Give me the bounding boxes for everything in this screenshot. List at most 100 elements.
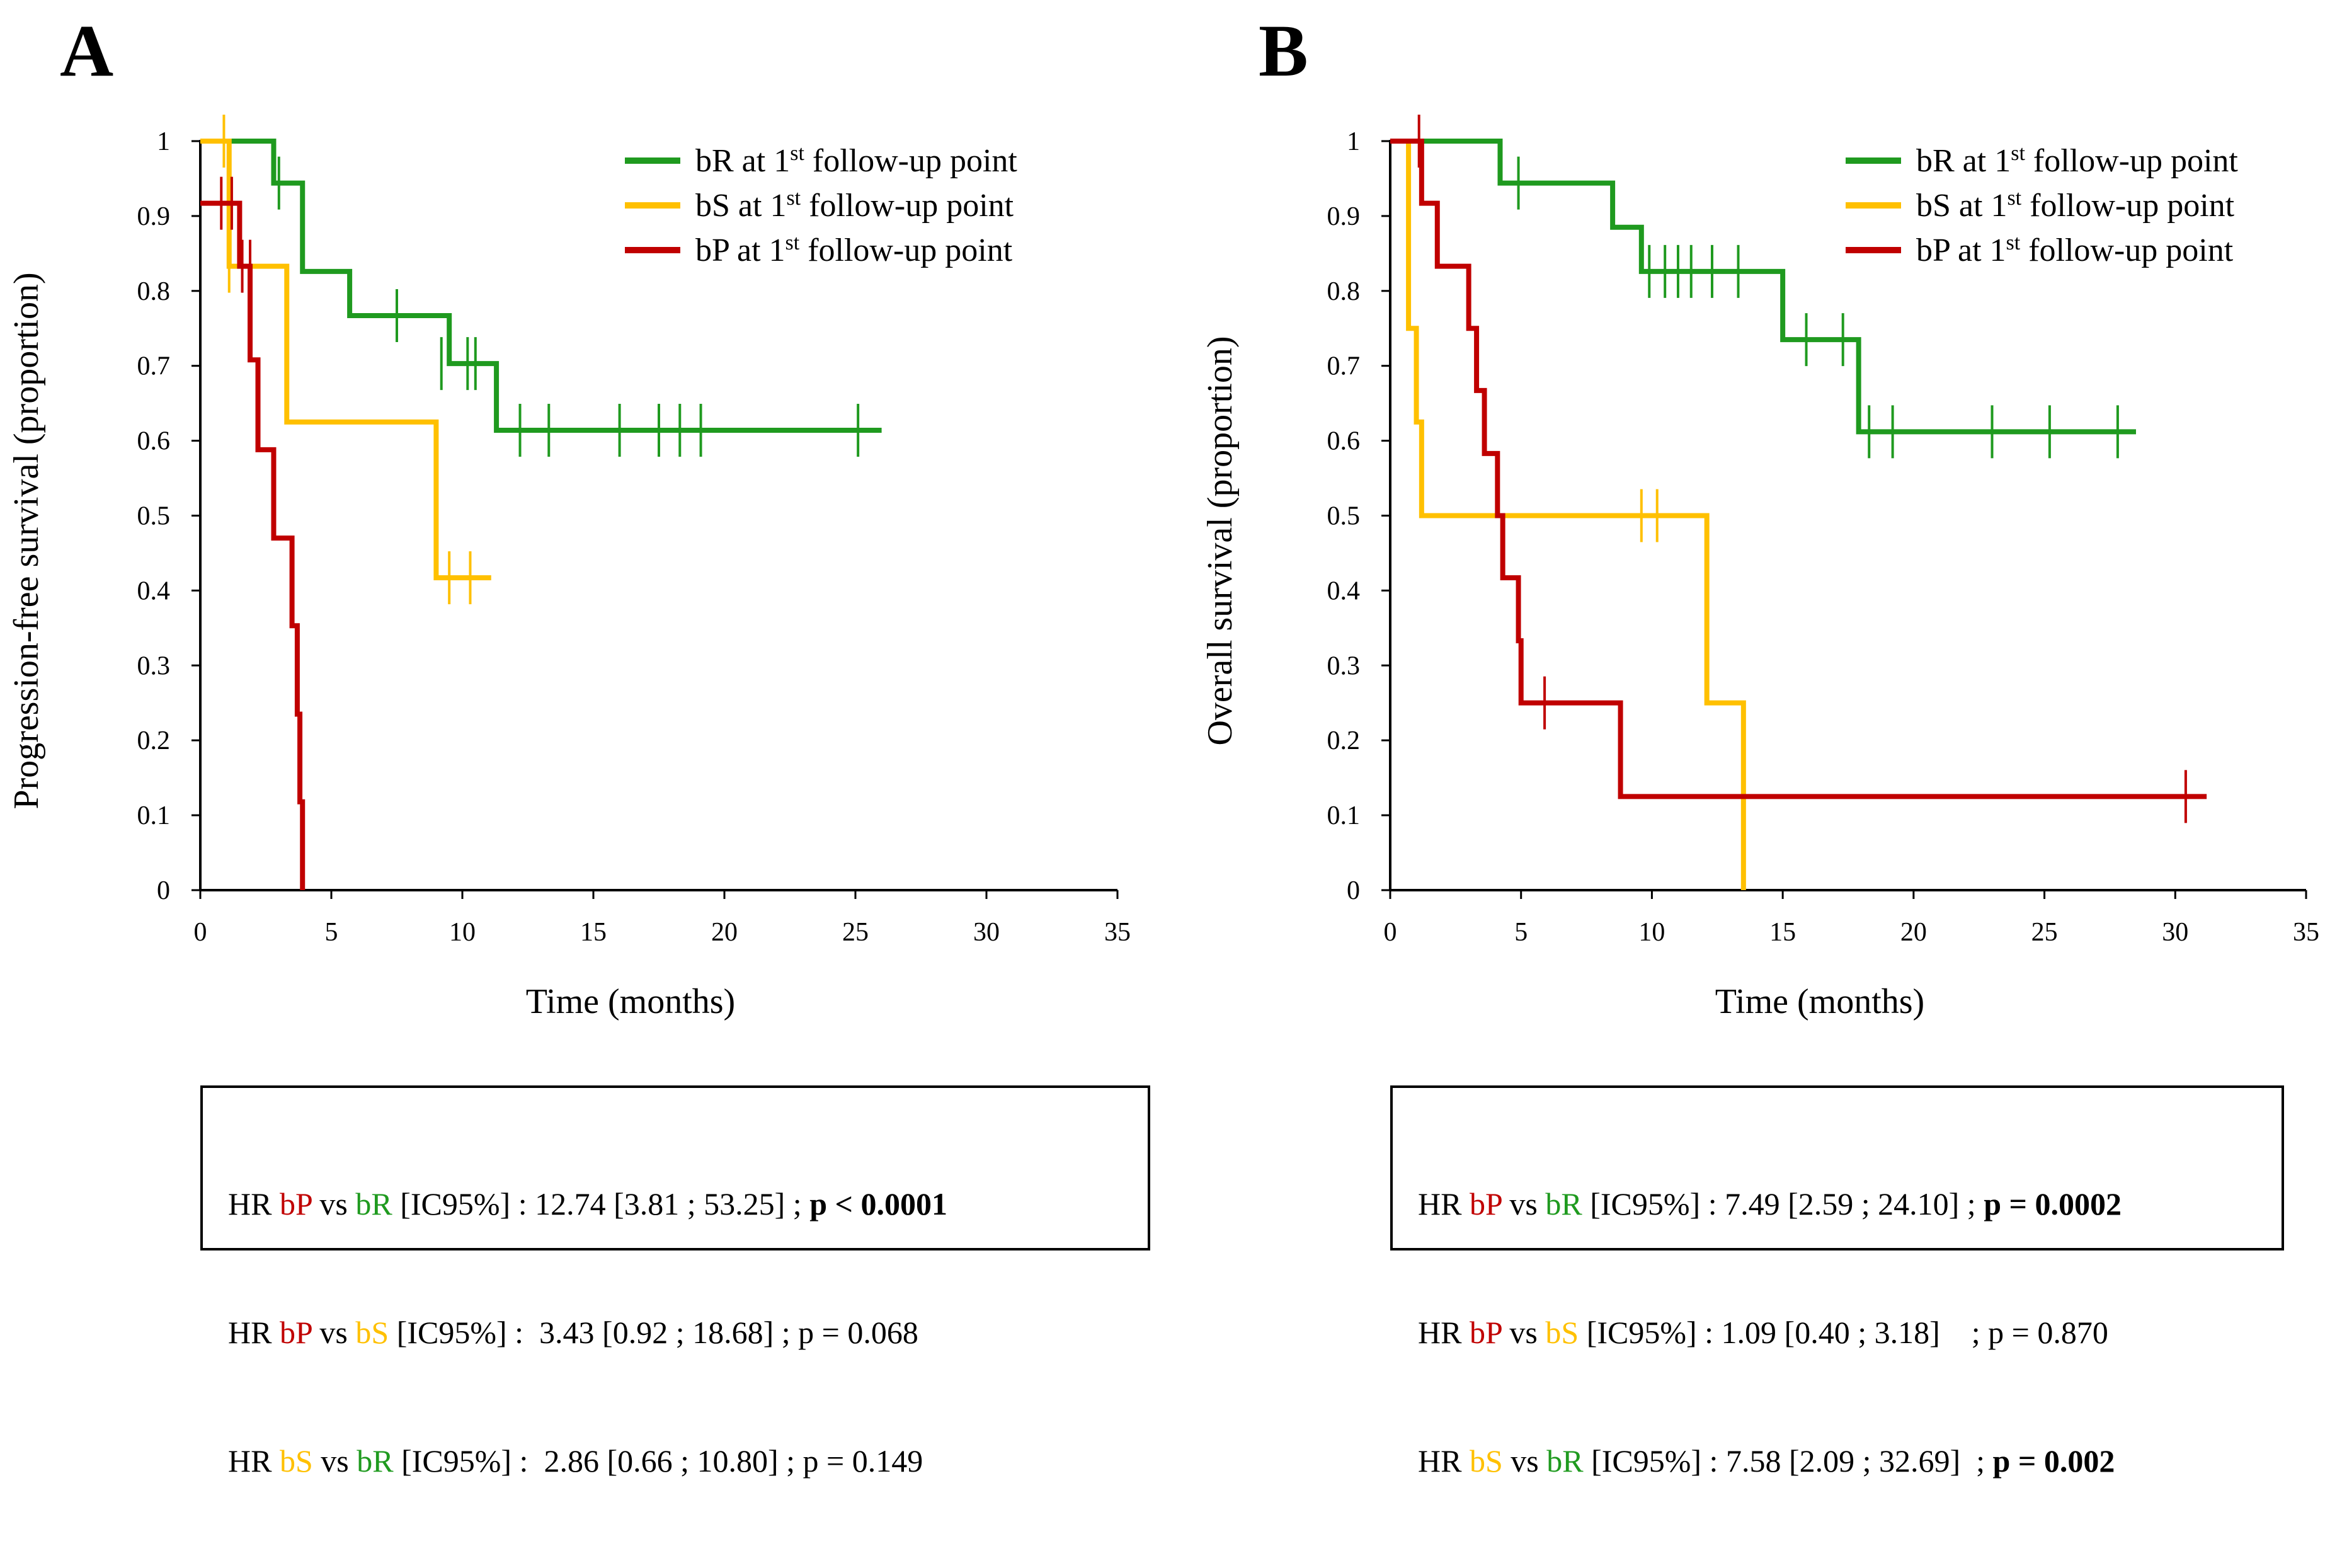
x-axis-label: Time (months): [526, 982, 735, 1021]
x-tick-label: 0: [194, 918, 207, 947]
hr-text: [IC95%] : 1.09 [0.40 ; 3.18] ; p = 0.870: [1579, 1315, 2108, 1350]
y-tick-label: 0.1: [137, 801, 171, 830]
legend-label-bR: bR at 1st follow-up point: [695, 142, 1017, 179]
group-label-bR: bR: [1546, 1443, 1584, 1479]
x-tick-label: 25: [842, 918, 869, 947]
series-line-bP: [200, 200, 306, 890]
y-tick-label: 0.6: [137, 427, 171, 456]
hr-text: HR: [228, 1186, 280, 1222]
hr-text: [IC95%] : 12.74 [3.81 ; 53.25] ;: [392, 1186, 810, 1222]
panel-letter: B: [1259, 9, 1308, 92]
hr-box-b: HR bP vs bR [IC95%] : 7.49 [2.59 ; 24.10…: [1390, 1085, 2284, 1479]
legend-label-bP: bP at 1st follow-up point: [1916, 231, 2234, 268]
series-line-bS: [200, 139, 491, 581]
x-tick-label: 30: [2162, 918, 2188, 947]
y-axis-label: Overall survival (proportion): [1201, 336, 1240, 745]
x-tick-label: 35: [2293, 918, 2319, 947]
legend-label-bR: bR at 1st follow-up point: [1916, 142, 2238, 179]
hr-text: HR: [228, 1315, 280, 1350]
y-tick-label: 0.9: [1327, 202, 1361, 231]
group-label-bS: bS: [1469, 1443, 1503, 1479]
x-tick-label: 15: [1769, 918, 1796, 947]
p-value-bold: p < 0.0001: [809, 1186, 947, 1222]
hr-text: vs: [311, 1186, 356, 1222]
series-line-bR: [1390, 139, 2136, 435]
hr-text: HR: [1418, 1315, 1470, 1350]
figure-canvas: A00.10.20.30.40.50.60.70.80.910 5 10 15 20 25…: [7, 9, 2319, 1021]
group-label-bP: bP: [279, 1315, 312, 1350]
panel-letter: A: [60, 9, 113, 92]
y-tick-label: 0.3: [1327, 651, 1361, 680]
panel-a: A00.10.20.30.40.50.60.70.80.910 5 10 15 20 25…: [7, 9, 1131, 1021]
p-value-bold: p = 0.002: [1992, 1443, 2115, 1479]
y-tick-label: 0.9: [137, 202, 171, 231]
hr-line-a-2: HR bP vs bS [IC95%] : 3.43 [0.92 ; 18.68…: [228, 1311, 1122, 1354]
group-label-bP: bP: [1469, 1186, 1502, 1222]
y-tick-label: 0.1: [1327, 801, 1361, 830]
hr-text: [IC95%] : 2.86 [0.66 ; 10.80] ; p = 0.14…: [393, 1443, 923, 1479]
y-tick-label: 0.4: [137, 576, 171, 605]
y-tick-label: 0.4: [1327, 576, 1361, 605]
y-tick-label: 0.8: [137, 277, 171, 306]
hr-text: [IC95%] : 7.49 [2.59 ; 24.10] ;: [1582, 1186, 1984, 1222]
legend-label-bS: bS at 1st follow-up point: [695, 186, 1014, 224]
series-line-bS: [1390, 139, 1746, 890]
hr-text: vs: [312, 1443, 357, 1479]
y-tick-label: 0.7: [137, 352, 171, 381]
hr-line-a-1: HR bP vs bR [IC95%] : 12.74 [3.81 ; 53.2…: [228, 1182, 1122, 1225]
legend-label-bP: bP at 1st follow-up point: [695, 231, 1013, 268]
hr-line-a-3: HR bS vs bR [IC95%] : 2.86 [0.66 ; 10.80…: [228, 1439, 1122, 1482]
x-tick-label: 5: [325, 918, 338, 947]
x-tick-label: 15: [580, 918, 607, 947]
hr-text: vs: [1502, 1443, 1547, 1479]
hr-line-b-3: HR bS vs bR [IC95%] : 7.58 [2.09 ; 32.69…: [1418, 1439, 2256, 1482]
x-tick-label: 35: [1104, 918, 1131, 947]
hr-box-a: HR bP vs bR [IC95%] : 12.74 [3.81 ; 53.2…: [200, 1085, 1150, 1479]
x-tick-label: 10: [449, 918, 476, 947]
hr-text: HR: [1418, 1443, 1470, 1479]
x-tick-label: 30: [973, 918, 1000, 947]
y-tick-label: 0.5: [137, 502, 171, 531]
hr-text: vs: [1501, 1315, 1546, 1350]
hr-line-b-1: HR bP vs bR [IC95%] : 7.49 [2.59 ; 24.10…: [1418, 1182, 2256, 1225]
y-tick-label: 0.2: [1327, 726, 1361, 755]
y-tick-label: 0.3: [137, 651, 171, 680]
hr-text: HR: [228, 1443, 280, 1479]
hr-line-b-2: HR bP vs bS [IC95%] : 1.09 [0.40 ; 3.18]…: [1418, 1311, 2256, 1354]
figure: A 0 0.1 0.2 0.3 0.4 0.5 0.6 0.7 0.8 0.9 1 0 5 10 15 20 25…: [7, 9, 2319, 1479]
x-tick-label: 20: [711, 918, 738, 947]
group-label-bR: bR: [357, 1443, 394, 1479]
hr-text: vs: [311, 1315, 356, 1350]
group-label-bR: bR: [1545, 1186, 1582, 1222]
x-tick-label: 10: [1638, 918, 1665, 947]
x-axis-label: Time (months): [1715, 982, 1924, 1021]
group-label-bS: bS: [279, 1443, 313, 1479]
x-tick-label: 20: [1900, 918, 1927, 947]
hr-text: [IC95%] : 7.58 [2.09 ; 32.69] ;: [1583, 1443, 1993, 1479]
y-tick-label: 0: [157, 876, 170, 905]
y-tick-label: 0.2: [137, 726, 171, 755]
group-label-bP: bP: [279, 1186, 312, 1222]
legend-label-bS: bS at 1st follow-up point: [1916, 186, 2235, 224]
panel-b: B00.10.20.30.40.50.60.70.80.910 5 10 15 20 25…: [1201, 9, 2319, 1021]
group-label-bP: bP: [1469, 1315, 1502, 1350]
group-label-bR: bR: [355, 1186, 392, 1222]
y-tick-label: 0.8: [1327, 277, 1361, 306]
series-line-bR: [200, 139, 882, 433]
hr-text: HR: [1418, 1186, 1470, 1222]
hr-text: vs: [1501, 1186, 1546, 1222]
x-tick-label: 0: [1384, 918, 1397, 947]
y-tick-label: 0: [1347, 876, 1360, 905]
y-tick-label: 1: [1347, 127, 1360, 156]
x-tick-label: 25: [2031, 918, 2058, 947]
hr-text: [IC95%] : 3.43 [0.92 ; 18.68] ; p = 0.06…: [389, 1315, 918, 1350]
p-value-bold: p = 0.0002: [1984, 1186, 2122, 1222]
series-line-bP: [1390, 139, 2207, 799]
y-tick-label: 0.7: [1327, 352, 1361, 381]
group-label-bS: bS: [1545, 1315, 1579, 1350]
y-axis-label: Progression-free survival (proportion): [7, 272, 46, 809]
y-tick-label: 0.6: [1327, 427, 1361, 456]
x-tick-label: 5: [1514, 918, 1528, 947]
group-label-bS: bS: [355, 1315, 389, 1350]
y-tick-label: 1: [157, 127, 170, 156]
